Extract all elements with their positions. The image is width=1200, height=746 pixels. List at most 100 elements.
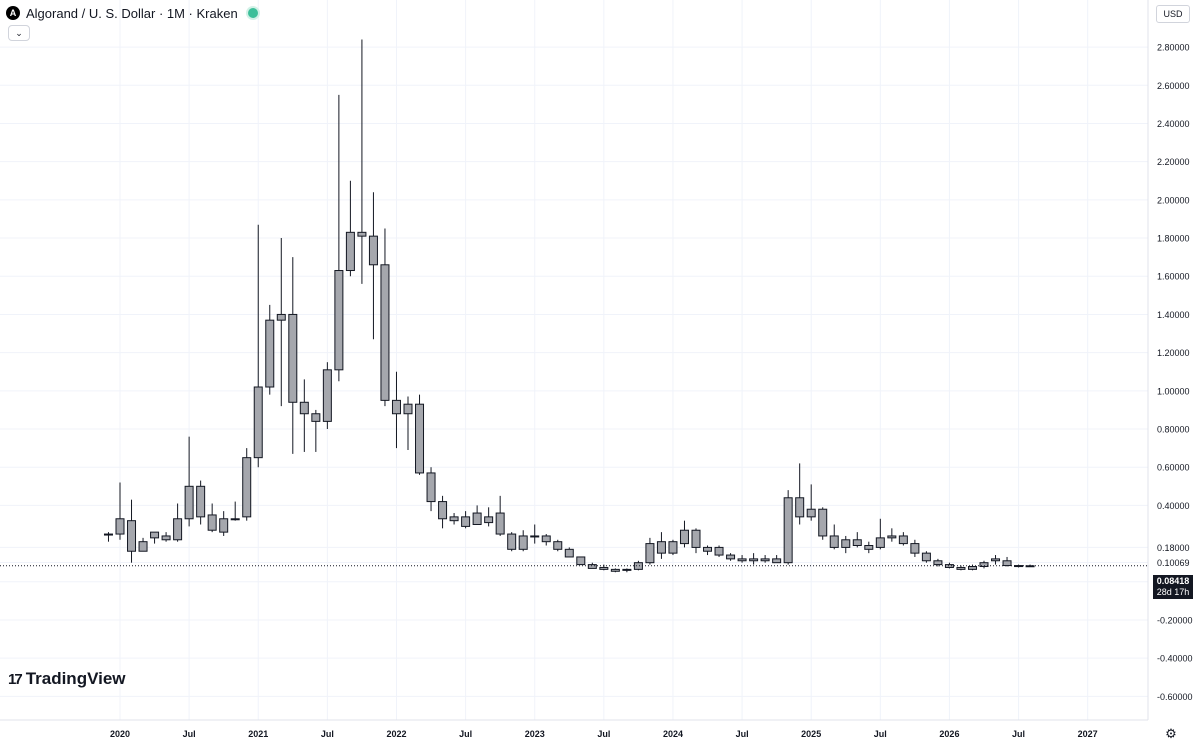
candle[interactable] — [507, 532, 517, 552]
candle[interactable] — [127, 499, 137, 563]
candle[interactable] — [242, 448, 252, 521]
legend-collapse-button[interactable]: ⌄ — [8, 25, 30, 41]
candle[interactable] — [449, 513, 459, 525]
candle[interactable] — [587, 562, 597, 569]
candle[interactable] — [288, 257, 298, 454]
candle[interactable] — [783, 490, 793, 565]
candle[interactable] — [138, 537, 148, 552]
candle[interactable] — [898, 532, 908, 546]
candle[interactable] — [910, 539, 920, 557]
candle[interactable] — [184, 436, 194, 527]
time-axis[interactable]: 2020 Jul 2021 Jul 2022 Jul 2023 Jul 2024 Jul 2025 J… — [110, 729, 1098, 739]
candle[interactable] — [576, 556, 586, 566]
candle[interactable] — [322, 362, 332, 430]
candle[interactable] — [173, 503, 183, 542]
candle[interactable] — [541, 534, 551, 546]
candle[interactable] — [944, 562, 954, 569]
symbol-title[interactable]: Algorand / U. S. Dollar · 1M · Kraken — [26, 5, 238, 21]
candle[interactable] — [299, 379, 309, 452]
candle[interactable] — [864, 541, 874, 554]
candle[interactable] — [426, 467, 436, 512]
candle[interactable] — [357, 39, 367, 284]
candle[interactable] — [207, 503, 217, 533]
currency-selector[interactable]: USD — [1156, 5, 1190, 23]
candle[interactable] — [103, 532, 113, 542]
candle[interactable] — [564, 547, 574, 558]
candle-body — [138, 541, 148, 552]
price-axis[interactable]: 2.80000 2.60000 2.40000 2.20000 2.00000 1.800… — [1157, 43, 1193, 702]
price-tick-label: -0.60000 — [1157, 692, 1193, 702]
candle[interactable] — [829, 524, 839, 550]
candle[interactable] — [921, 551, 931, 563]
candle[interactable] — [852, 532, 862, 548]
candle[interactable] — [553, 539, 563, 552]
candle[interactable] — [772, 555, 782, 564]
candle[interactable] — [1002, 556, 1012, 567]
candle[interactable] — [484, 507, 494, 527]
time-tick-label: Jul — [459, 729, 472, 739]
price-tick-label: 2.80000 — [1157, 43, 1190, 53]
candle[interactable] — [161, 532, 171, 542]
candle[interactable] — [806, 484, 816, 521]
candle[interactable] — [253, 224, 263, 468]
candle[interactable] — [726, 553, 736, 561]
candle[interactable] — [368, 192, 378, 340]
candle[interactable] — [610, 568, 620, 573]
candle-body — [610, 568, 620, 572]
candle[interactable] — [196, 480, 206, 525]
candle[interactable] — [415, 394, 425, 475]
candle[interactable] — [334, 94, 344, 382]
candle[interactable] — [841, 535, 851, 554]
candle[interactable] — [956, 565, 966, 571]
candle[interactable] — [668, 539, 678, 556]
candle[interactable] — [219, 511, 229, 536]
candle[interactable] — [714, 545, 724, 557]
candle[interactable] — [530, 524, 540, 544]
time-tick-label: 2024 — [663, 729, 683, 739]
candle[interactable] — [979, 560, 989, 569]
candle[interactable] — [691, 528, 701, 554]
candle[interactable] — [645, 537, 655, 565]
candle[interactable] — [737, 555, 747, 563]
candle[interactable] — [1014, 564, 1024, 568]
candle[interactable] — [887, 528, 897, 542]
candle[interactable] — [795, 463, 805, 525]
gear-icon[interactable]: ⚙ — [1165, 726, 1177, 741]
candle-body — [645, 543, 655, 564]
candle-body — [345, 231, 355, 272]
candle[interactable] — [472, 505, 482, 525]
candle[interactable] — [380, 228, 390, 407]
candle[interactable] — [933, 558, 943, 567]
time-tick-label: Jul — [874, 729, 887, 739]
candle[interactable] — [115, 482, 125, 540]
candle[interactable] — [818, 507, 828, 540]
candle[interactable] — [1025, 564, 1035, 568]
candle[interactable] — [276, 238, 286, 407]
candle[interactable] — [150, 531, 160, 544]
candle[interactable] — [345, 180, 355, 277]
candle[interactable] — [265, 304, 275, 395]
candle[interactable] — [656, 532, 666, 559]
tradingview-brand[interactable]: 17 TradingView — [8, 669, 126, 689]
candle-body — [1014, 565, 1024, 568]
candle[interactable] — [518, 530, 528, 552]
candle[interactable] — [679, 520, 689, 548]
candle-body — [253, 386, 263, 459]
candle[interactable] — [438, 495, 448, 529]
candle[interactable] — [760, 555, 770, 563]
candle[interactable] — [622, 568, 632, 573]
candle[interactable] — [230, 501, 240, 521]
candle-body — [115, 518, 125, 535]
candle[interactable] — [461, 511, 471, 529]
candle[interactable] — [495, 495, 505, 536]
candle[interactable] — [311, 409, 321, 452]
candle[interactable] — [749, 553, 759, 565]
candle[interactable] — [991, 555, 1001, 565]
candle[interactable] — [875, 518, 885, 550]
candle[interactable] — [633, 560, 643, 571]
candle[interactable] — [403, 396, 413, 451]
candle-body — [219, 518, 229, 533]
candle[interactable] — [391, 371, 401, 449]
candle[interactable] — [703, 545, 713, 556]
